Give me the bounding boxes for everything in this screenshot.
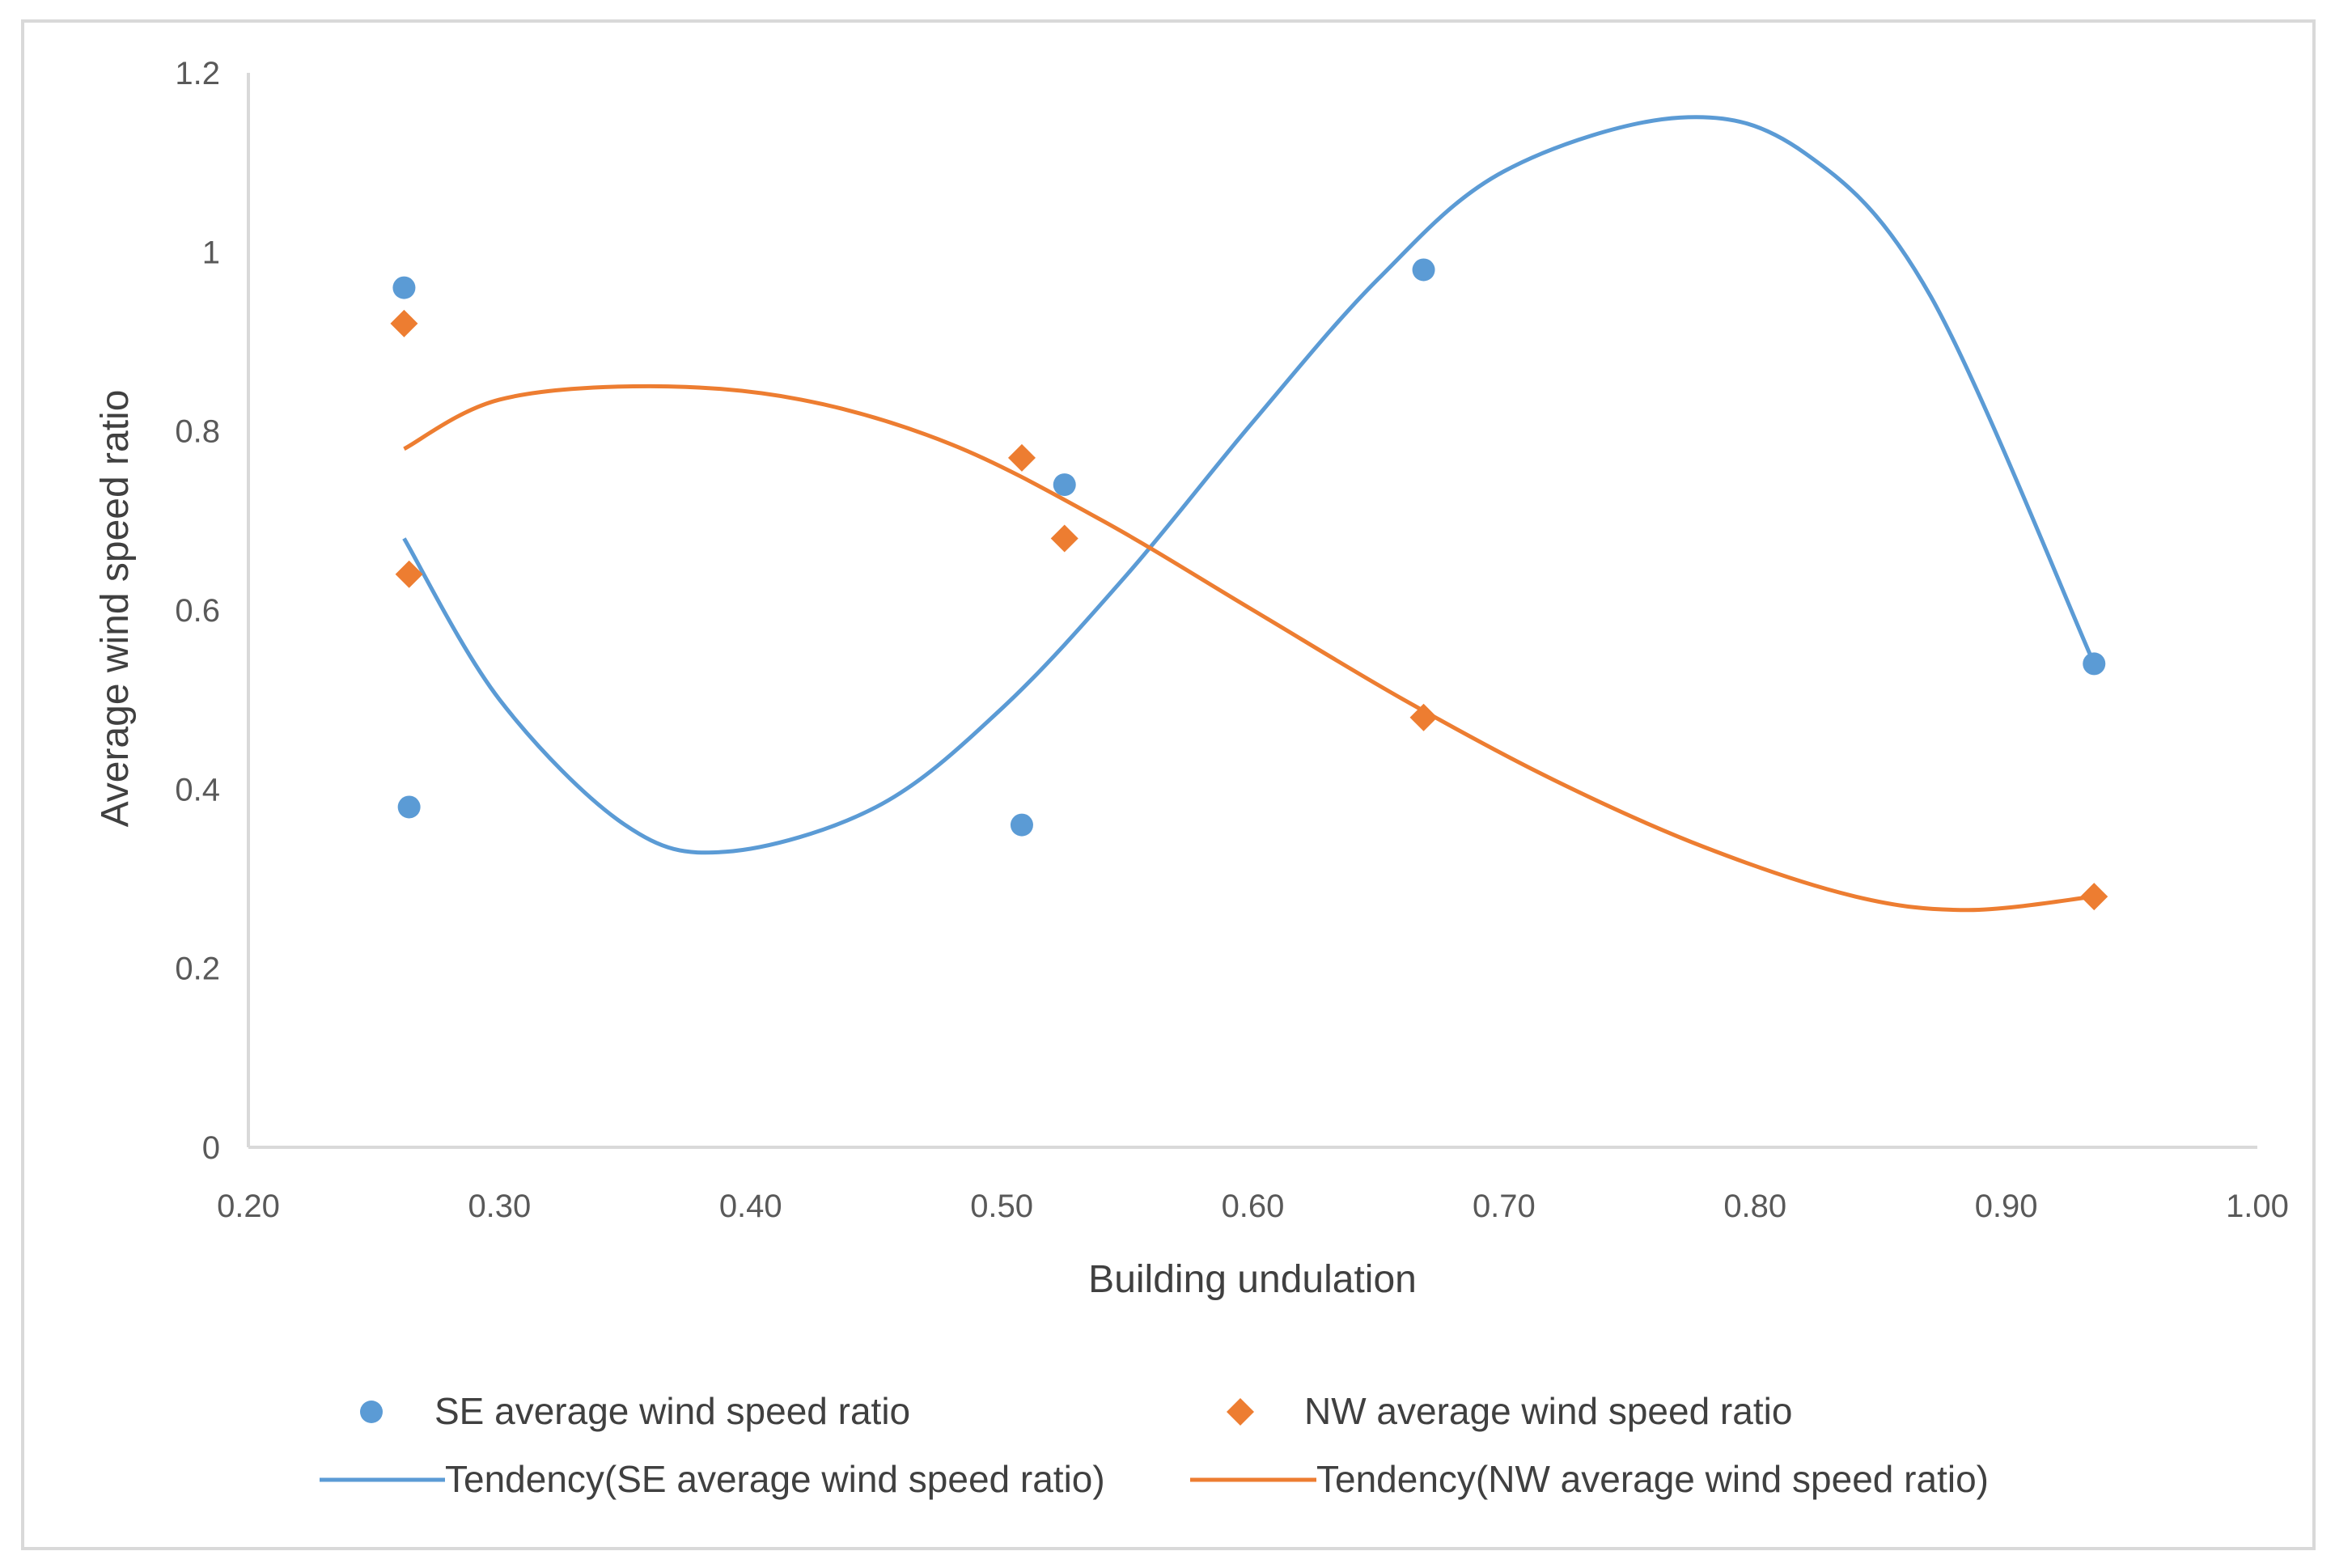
nw-data-point xyxy=(390,309,418,337)
se-data-point xyxy=(1053,473,1076,497)
x-tick-label: 0.70 xyxy=(1473,1189,1536,1224)
data-markers xyxy=(390,258,2108,911)
x-tick-label: 0.90 xyxy=(1975,1189,2038,1224)
y-tick-label: 0 xyxy=(202,1130,220,1166)
se-data-point xyxy=(1412,258,1435,282)
legend-nw-trend-label: Tendency(NW average wind speed ratio) xyxy=(1316,1458,1989,1500)
x-tick-label: 0.40 xyxy=(719,1189,782,1224)
legend-se-label: SE average wind speed ratio xyxy=(434,1390,910,1432)
nw-data-point xyxy=(1050,524,1079,553)
trendlines xyxy=(402,115,2096,913)
nw-data-point xyxy=(2080,883,2108,911)
x-axis-title: Building undulation xyxy=(1088,1258,1417,1301)
y-axis-title: Average wind speed ratio xyxy=(94,390,137,828)
x-tick-label: 0.30 xyxy=(468,1189,531,1224)
se-data-point xyxy=(1010,813,1033,837)
y-tick-labels: 0 0.2 0.4 0.6 0.8 1 1.2 xyxy=(175,56,220,1166)
y-tick-label: 0.6 xyxy=(175,593,220,629)
se-data-point xyxy=(392,276,416,299)
x-tick-label: 0.60 xyxy=(1222,1189,1285,1224)
legend-nw-label: NW average wind speed ratio xyxy=(1304,1390,1792,1432)
x-tick-label: 0.80 xyxy=(1723,1189,1786,1224)
x-tick-label: 0.20 xyxy=(217,1189,280,1224)
y-tick-label: 0.2 xyxy=(175,951,220,987)
y-tick-label: 0.8 xyxy=(175,414,220,450)
nw-data-point xyxy=(1409,703,1438,731)
y-tick-label: 0.4 xyxy=(175,772,220,807)
nw-data-point xyxy=(1007,443,1036,472)
chart-frame xyxy=(21,19,2316,1550)
nw-trendline xyxy=(403,384,2095,913)
legend-se-marker xyxy=(360,1401,383,1423)
legend-nw-marker xyxy=(1227,1398,1254,1426)
x-tick-labels: 0.20 0.30 0.40 0.50 0.60 0.70 0.80 0.90 1.00 xyxy=(217,1189,2289,1224)
se-data-point xyxy=(397,795,421,819)
se-data-point xyxy=(2083,652,2106,676)
legend: SE average wind speed ratio NW average w… xyxy=(320,1390,1989,1500)
se-trendline xyxy=(402,115,2096,855)
x-tick-label: 1.00 xyxy=(2226,1189,2289,1224)
nw-data-point xyxy=(395,560,423,588)
axes xyxy=(247,73,2257,1149)
x-tick-label: 0.50 xyxy=(970,1189,1033,1224)
y-tick-label: 1 xyxy=(202,235,220,270)
y-tick-label: 1.2 xyxy=(175,56,220,91)
legend-se-trend-label: Tendency(SE average wind speed ratio) xyxy=(445,1458,1105,1500)
